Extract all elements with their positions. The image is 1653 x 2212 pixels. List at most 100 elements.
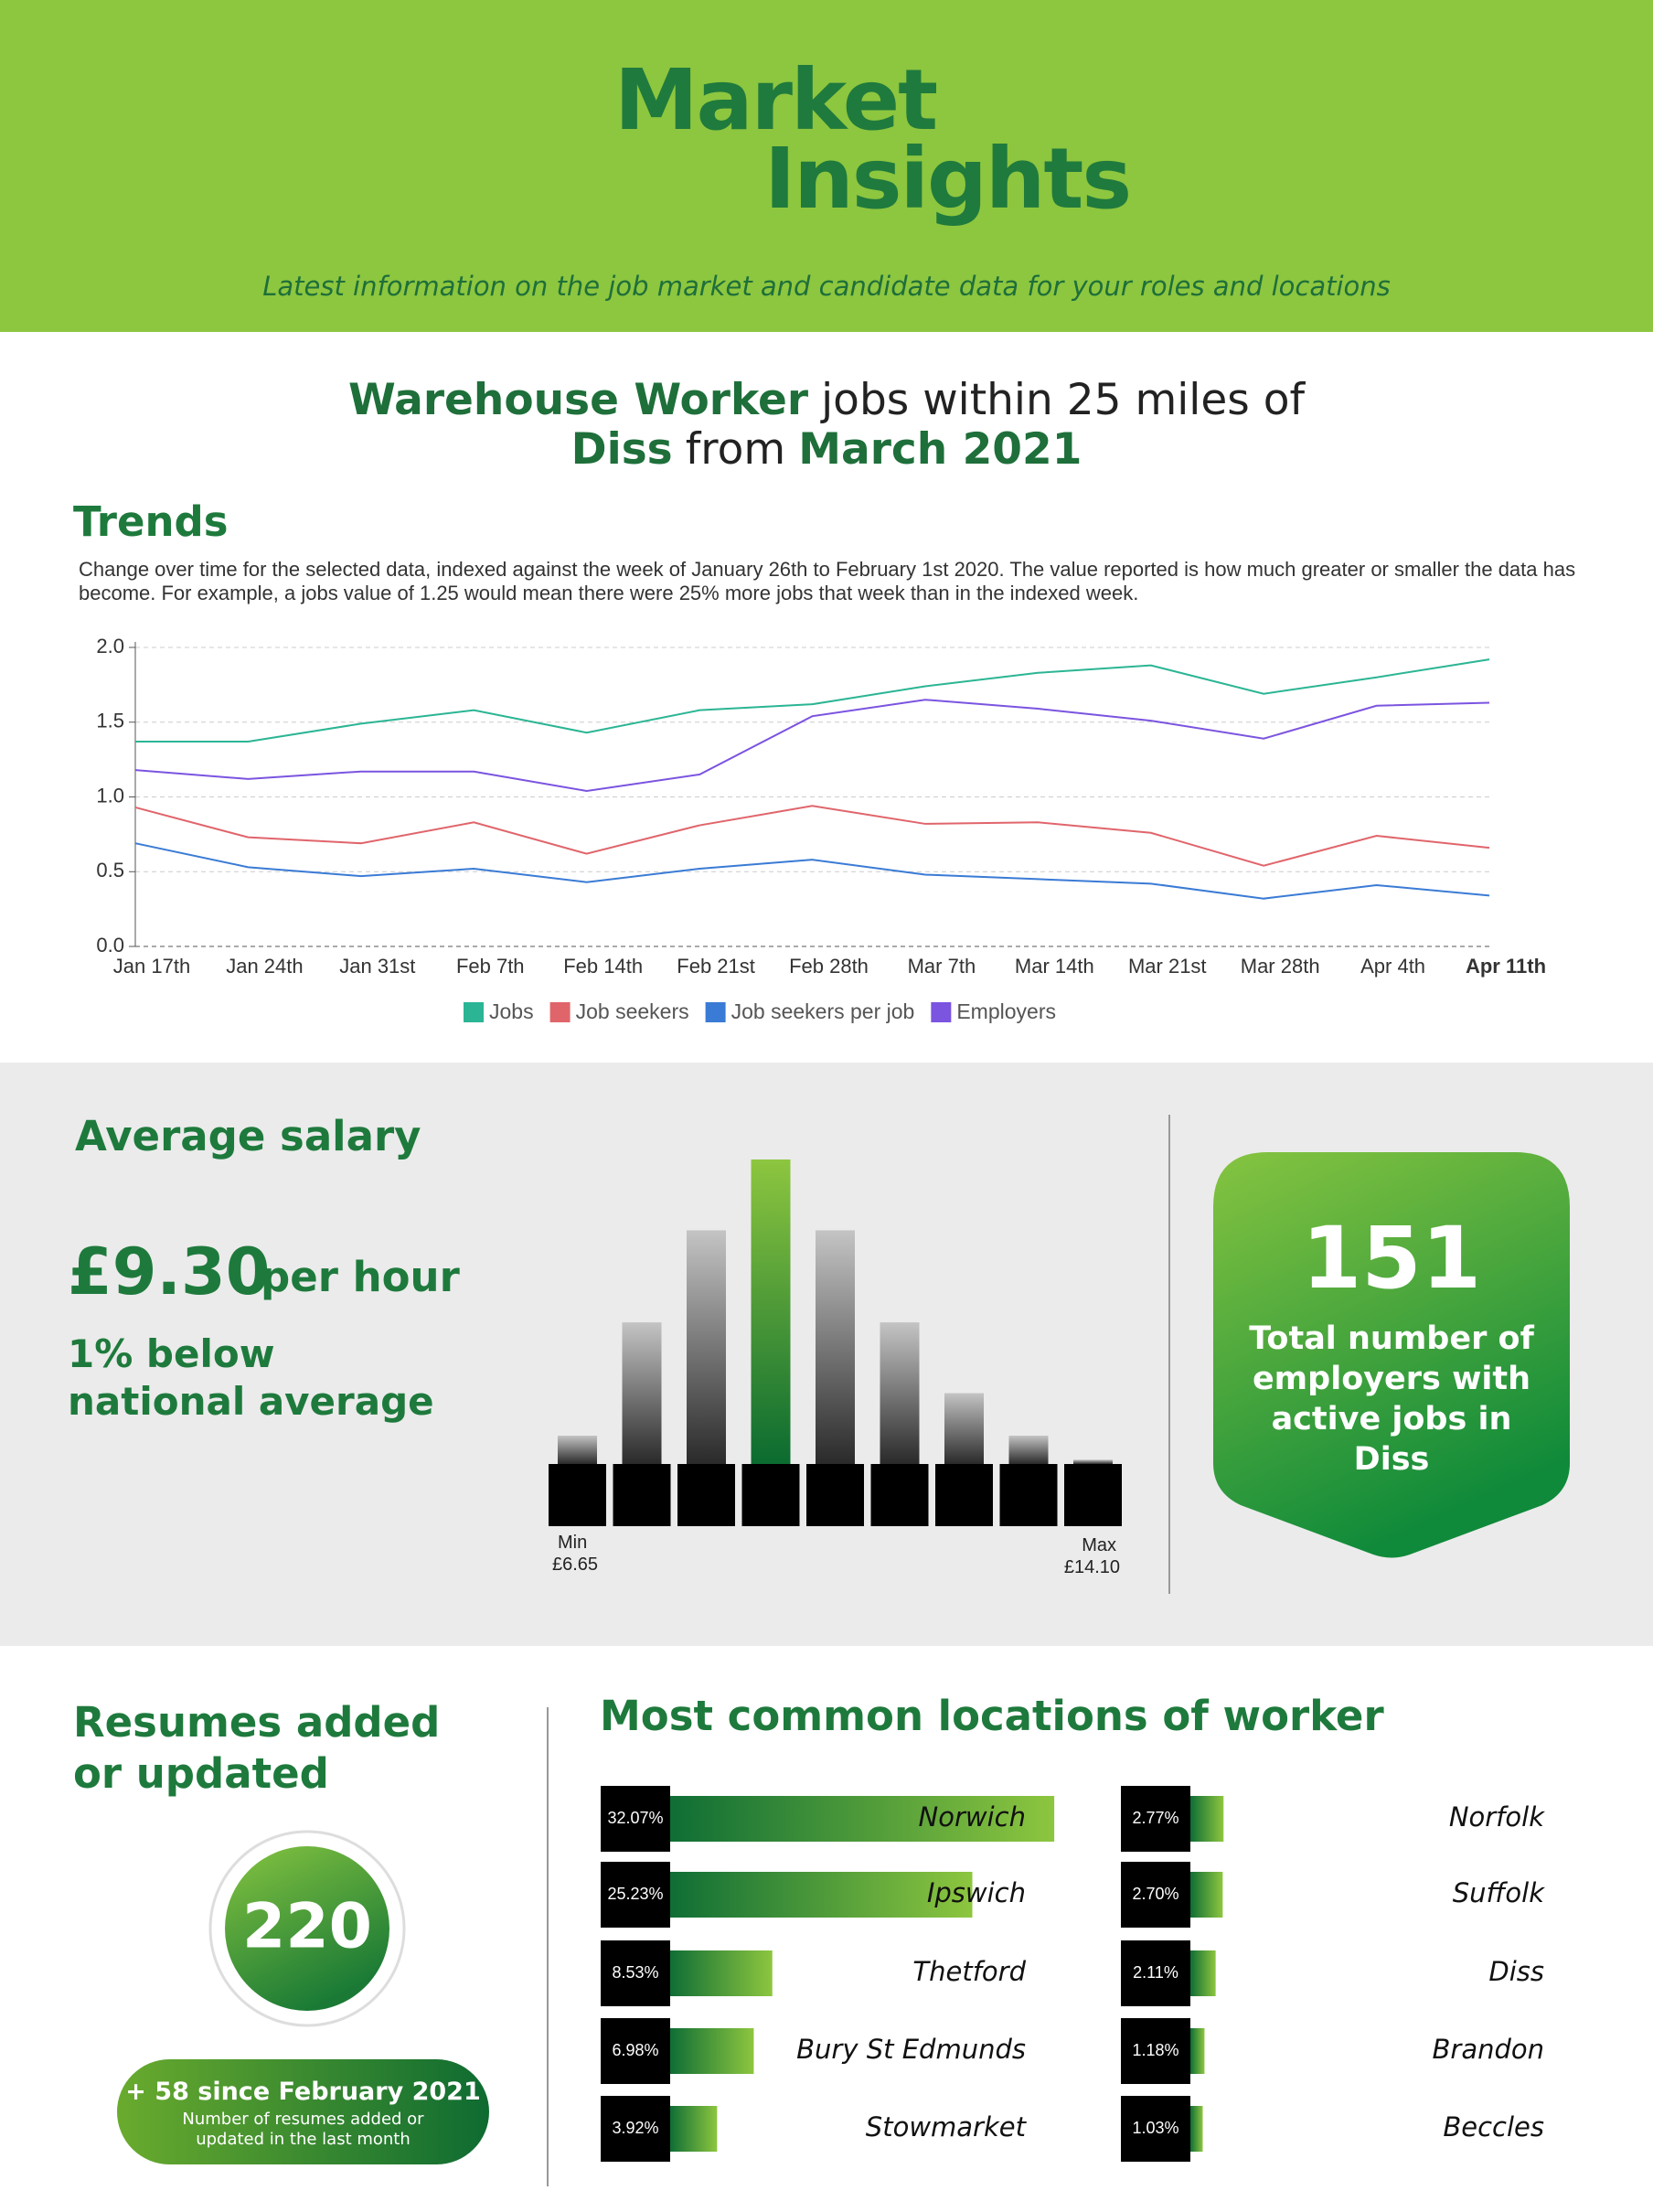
label-box [1121, 1862, 1190, 1928]
histogram-bar [751, 1159, 791, 1464]
x-tick-label: Feb 14th [563, 955, 643, 978]
location-name: Diss [1488, 1956, 1544, 1987]
label-box [1121, 2018, 1190, 2084]
location-bar [670, 2106, 718, 2152]
x-tick-label: Jan 17th [113, 955, 190, 978]
range-value: £14.10 [1064, 1557, 1120, 1577]
bin-block [999, 1464, 1058, 1526]
legend-label: Employers [956, 999, 1056, 1023]
bin-block [935, 1464, 993, 1526]
series-line [135, 658, 1490, 743]
series-line [134, 699, 1490, 792]
employers-card [1213, 1152, 1570, 1558]
x-tick-label: Mar 28th [1241, 955, 1320, 978]
trends-description: Change over time for the selected data, … [79, 558, 1576, 604]
value-label: 6.98% [612, 2041, 658, 2059]
legend-swatch [549, 1002, 571, 1022]
value-label: 25.23% [607, 1885, 663, 1903]
location-bar [670, 1872, 973, 1918]
x-tick-label: Jan 24th [226, 955, 303, 978]
location-name: Brandon [1433, 2034, 1545, 2065]
x-tick-label: Feb 7th [456, 955, 525, 978]
y-tick-label: 2.0 [96, 635, 124, 657]
bin-block [1064, 1464, 1122, 1526]
label-box [601, 2018, 670, 2084]
legend-swatch [464, 1002, 484, 1022]
salary-comparison: national average [68, 1379, 434, 1424]
legend-label: Job seekers per job [731, 999, 915, 1023]
radius: jobs within 25 miles of [821, 375, 1305, 425]
value-label: 32.07% [607, 1809, 663, 1827]
location-name: Suffolk [1453, 1877, 1546, 1908]
histogram-bar [880, 1322, 920, 1464]
x-tick-label: Jan 31st [339, 955, 415, 978]
label-box [601, 2096, 670, 2162]
header-band [0, 0, 1653, 332]
label-box [601, 1786, 670, 1852]
histogram-bar [944, 1393, 984, 1464]
value-label: 8.53% [612, 1963, 658, 1982]
location-name: Stowmarket [866, 2111, 1028, 2143]
divider [547, 1707, 549, 2186]
range-label: Max [1082, 1535, 1116, 1555]
locations-chart: 32.07% Norwich 25.23% Ipswich 8.53% Thetford 6… [601, 1786, 1546, 2162]
divider [1168, 1115, 1170, 1594]
salary-unit: per hour [261, 1253, 460, 1301]
resumes-pill: + 58 since February 2021 Number of resum… [117, 2059, 489, 2164]
histogram-bar [816, 1230, 855, 1464]
location-name: Ipswich [927, 1877, 1026, 1908]
label-box [1121, 1940, 1190, 2006]
resumes-note: Number of resumes added or updated in th… [182, 2110, 424, 2149]
location-bar [1190, 1796, 1224, 1842]
x-tick-label: Mar 21st [1128, 955, 1207, 978]
histogram-bar [1073, 1459, 1113, 1464]
headline-line-2: Diss from March 2021 [0, 424, 1653, 475]
x-tick-label: Mar 7th [908, 955, 976, 978]
locations-title: Most common locations of worker [600, 1692, 1384, 1740]
location: Diss [571, 424, 673, 475]
histogram-bar [558, 1436, 597, 1464]
period: March 2021 [798, 424, 1082, 475]
x-tick-label: Feb 28th [789, 955, 869, 978]
logo-line-2: Insights [764, 130, 1132, 228]
histogram-bar [622, 1322, 662, 1464]
series-line [134, 805, 1490, 867]
y-tick-label: 0.0 [96, 934, 124, 956]
value-label: 2.70% [1132, 1885, 1178, 1903]
label-box [601, 1862, 670, 1928]
value-label: 1.18% [1132, 2041, 1178, 2059]
salary-amount: £9.30 [68, 1234, 271, 1309]
resumes-title: Resumes added or updated [73, 1698, 441, 1798]
resumes-badge: 220 [208, 1830, 406, 2027]
bin-block [677, 1464, 735, 1526]
resumes-count: 220 [242, 1891, 372, 1963]
resumes-change: + 58 since February 2021 [125, 2078, 481, 2106]
bin-block [870, 1464, 929, 1526]
location-bar [1190, 2106, 1203, 2152]
bin-block [806, 1464, 864, 1526]
badge-fill [225, 1846, 389, 2011]
value-label: 2.77% [1132, 1809, 1178, 1827]
location-name: Thetford [912, 1956, 1026, 1987]
y-tick-label: 0.5 [96, 859, 124, 882]
headline-line-1: Warehouse Worker jobs within 25 miles of [0, 375, 1653, 425]
employers-caption: Total number of employers with active jo… [1249, 1320, 1534, 1478]
salary-title: Average salary [75, 1112, 421, 1160]
label-box [1121, 1786, 1190, 1852]
bin-block [613, 1464, 671, 1526]
x-tick-label: Mar 14th [1015, 955, 1094, 978]
location-bar [670, 1950, 773, 1996]
y-tick-label: 1.5 [96, 710, 124, 732]
location-name: Bury St Edmunds [796, 2034, 1026, 2065]
value-label: 2.11% [1133, 1963, 1178, 1982]
tagline: Latest information on the job market and… [262, 271, 1391, 302]
location-bar [670, 1796, 1055, 1842]
location-bar [1190, 2028, 1205, 2074]
legend-swatch [705, 1002, 726, 1022]
range-value: £6.65 [552, 1555, 598, 1575]
location-name: Beccles [1443, 2111, 1544, 2143]
salary-comparison: 1% below [68, 1331, 275, 1376]
location-bar [670, 2028, 754, 2074]
location-bar [1190, 1950, 1216, 1996]
